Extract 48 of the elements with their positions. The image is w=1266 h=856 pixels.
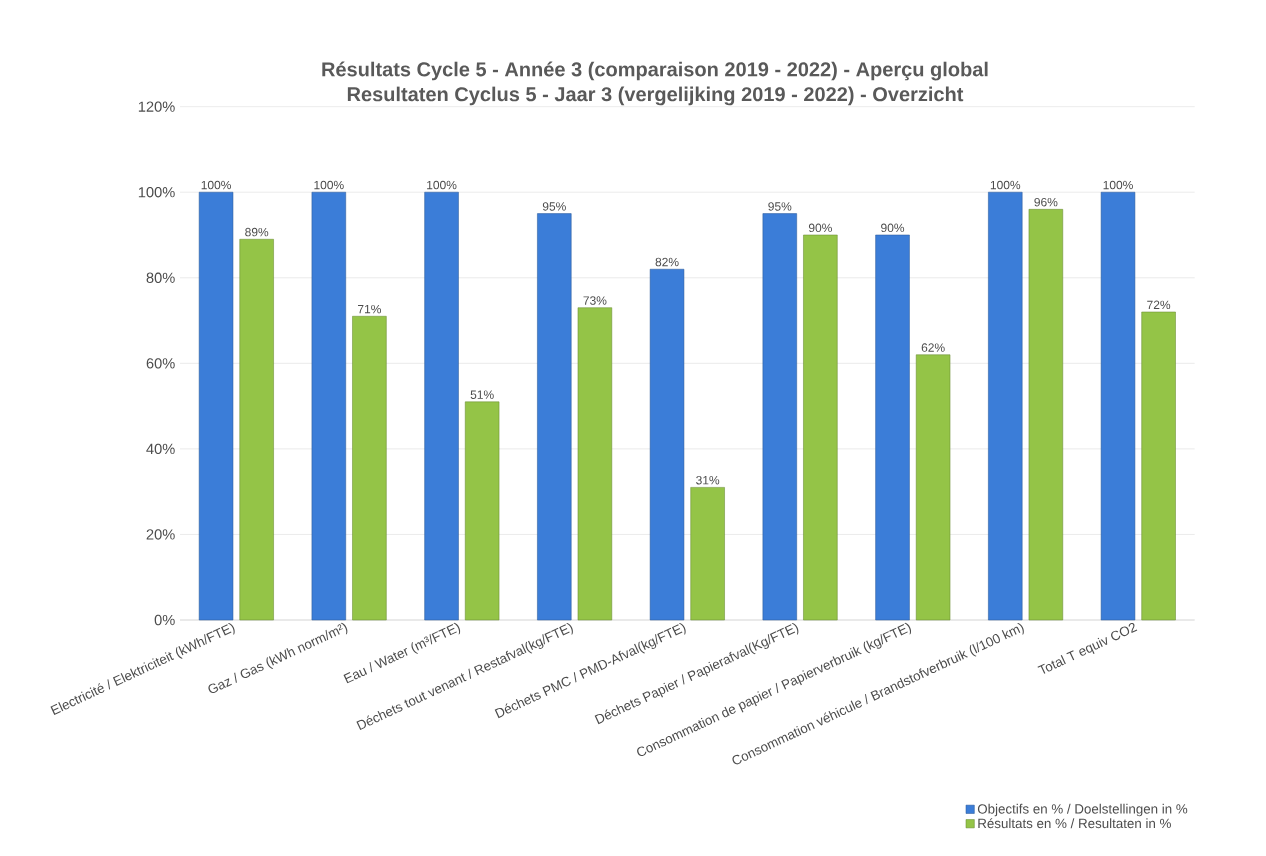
bar xyxy=(915,354,951,621)
data-label: 100% xyxy=(201,180,231,190)
data-label: 82% xyxy=(655,257,679,267)
data-label: 62% xyxy=(921,343,945,352)
data-label: 100% xyxy=(314,180,344,190)
bar xyxy=(762,213,797,621)
bar xyxy=(875,234,910,621)
data-label: 31% xyxy=(696,475,720,485)
data-label: 73% xyxy=(583,296,607,305)
y-tick-label: 60% xyxy=(146,358,175,369)
y-tick-label: 100% xyxy=(138,187,175,198)
data-label: 72% xyxy=(1147,300,1171,310)
y-tick-label: 120% xyxy=(138,101,175,112)
data-label: 71% xyxy=(358,304,381,314)
data-label: 100% xyxy=(427,180,457,190)
bar xyxy=(311,191,346,621)
data-label: 90% xyxy=(881,223,905,233)
data-label: 89% xyxy=(245,227,269,237)
bar xyxy=(649,268,685,621)
y-tick-label: 20% xyxy=(146,529,175,540)
data-label: 100% xyxy=(990,180,1021,190)
bar xyxy=(1141,311,1176,621)
data-label: 95% xyxy=(542,202,566,211)
legend-label: Résultats en % / Resultaten in % xyxy=(978,818,1171,829)
bar xyxy=(1100,191,1136,621)
data-label: 96% xyxy=(1034,197,1058,207)
bar xyxy=(690,487,725,621)
bar xyxy=(988,191,1023,621)
bar xyxy=(803,234,838,621)
bar xyxy=(464,401,500,621)
bar xyxy=(198,191,234,621)
bar xyxy=(239,239,274,621)
bar xyxy=(424,191,459,621)
y-tick-label: 80% xyxy=(146,272,175,283)
data-label: 95% xyxy=(768,202,792,211)
data-label: 51% xyxy=(470,390,494,399)
chart-subtitle: Resultaten Cyclus 5 - Jaar 3 (vergelijking 2019 - 2022) - Overzicht xyxy=(347,86,964,106)
bar xyxy=(537,213,572,621)
chart-title: Résultats Cycle 5 - Année 3 (comparaison 2019 - 2022) - Aperçu global xyxy=(322,61,988,81)
data-label: 100% xyxy=(1103,180,1133,190)
bar xyxy=(1028,209,1064,621)
y-tick-label: 0% xyxy=(154,614,175,626)
legend-label: Objectifs en % / Doelstellingen in % xyxy=(977,803,1188,817)
bar xyxy=(352,316,387,621)
x-tick-label: Total T equiv CO2 xyxy=(1037,622,1138,674)
data-label: 90% xyxy=(808,223,832,233)
y-tick-label: 40% xyxy=(146,443,175,455)
bar xyxy=(577,307,613,621)
